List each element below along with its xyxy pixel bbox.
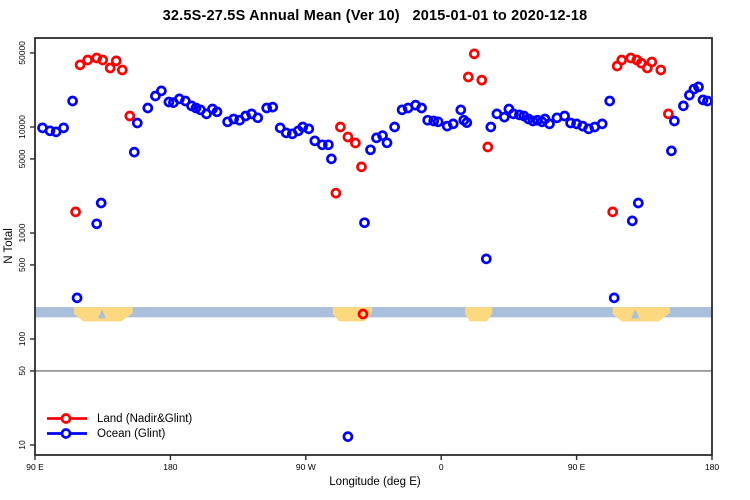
legend-item-land: Land (Nadir&Glint) [44,411,192,426]
svg-text:500: 500 [17,258,27,272]
legend-label-land: Land (Nadir&Glint) [97,412,193,425]
legend-label-ocean: Ocean (Glint) [97,427,166,440]
x-axis-ticks: 90 E 180 90 W 0 90 E 180 [26,455,719,472]
svg-text:180: 180 [163,462,177,472]
y-axis-ticks: 50000 10000 5000 1000 500 100 50 10 [17,41,35,450]
svg-text:10000: 10000 [17,115,27,139]
land-ocean-strip [35,307,712,322]
svg-text:50000: 50000 [17,41,27,65]
svg-text:5000: 5000 [17,149,27,168]
ocean-series-marker-icon [47,428,87,439]
data-points [37,48,713,442]
plot-border [34,37,713,456]
land-series-marker-icon [47,413,87,424]
svg-text:180: 180 [705,462,719,472]
y-axis-label: N Total [3,228,15,264]
x-axis-label: Longitude (deg E) [329,476,421,488]
chart-title: 32.5S-27.5S Annual Mean (Ver 10) 2015-01… [162,8,588,24]
svg-text:50: 50 [17,366,27,376]
svg-text:10: 10 [17,440,27,450]
legend: Land (Nadir&Glint) Ocean (Glint) [44,411,192,441]
svg-text:0: 0 [439,462,444,472]
legend-item-ocean: Ocean (Glint) [44,426,192,441]
svg-text:90 E: 90 E [568,462,586,472]
svg-text:90 W: 90 W [296,462,316,472]
svg-text:100: 100 [17,332,27,346]
svg-text:90 E: 90 E [26,462,44,472]
svg-text:1000: 1000 [17,223,27,242]
